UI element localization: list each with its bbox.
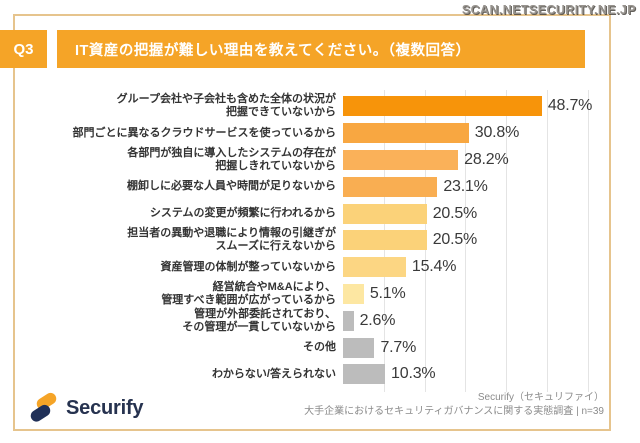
category-label: わからない/答えられない	[211, 367, 336, 380]
chart-row: 経営統合やM&Aにより、 管理すべき範囲が広がっているから 5.1%	[15, 281, 609, 308]
chart-row: 管理が外部委託されており、 その管理が一貫していないから 2.6%	[15, 307, 609, 334]
chart-row: グループ会社や子会社も含めた全体の状況が 把握できていないから 48.7%	[15, 93, 609, 120]
chart-row: わからない/答えられない 10.3%	[15, 361, 609, 388]
bar	[343, 310, 354, 331]
category-label: システムの変更が頻繁に行われるから	[149, 207, 336, 220]
source-note: Securify（セキュリファイ） 大手企業におけるセキュリティガバナンスに関す…	[304, 391, 604, 419]
chart-row: システムの変更が頻繁に行われるから 20.5%	[15, 200, 609, 227]
bar-track: 30.8%	[343, 120, 609, 147]
chart-title: IT資産の把握が難しい理由を教えてください。（複数回答）	[57, 30, 585, 68]
category-label: 各部門が独自に導入したシステムの存在が 把握しきれていないから	[127, 146, 336, 172]
bar-track: 20.5%	[343, 227, 609, 254]
brand-name: Securify	[66, 396, 144, 419]
source-line-1: Securify（セキュリファイ）	[477, 392, 604, 403]
bar-track: 23.1%	[343, 173, 609, 200]
category-label: 資産管理の体制が整っていないから	[160, 260, 336, 273]
bar-value: 23.1%	[443, 177, 488, 195]
category-label: その他	[303, 341, 336, 354]
bar-track: 2.6%	[343, 307, 609, 334]
bar-track: 10.3%	[343, 361, 609, 388]
bar-value: 20.5%	[432, 204, 478, 222]
chart-row: 担当者の異動や退職により情報の引継ぎが スムーズに行えないから 20.5%	[15, 227, 609, 254]
bar	[343, 257, 406, 278]
bar-chart: グループ会社や子会社も含めた全体の状況が 把握できていないから 48.7% 部門ごと…	[15, 93, 609, 388]
footer-brand: Securify	[28, 392, 144, 424]
bar-value: 2.6%	[359, 311, 396, 329]
bar-track: 15.4%	[343, 254, 609, 281]
bar-value: 30.8%	[474, 124, 520, 142]
content-frame	[13, 14, 611, 431]
chart-row: 各部門が独自に導入したシステムの存在が 把握しきれていないから 28.2%	[15, 147, 609, 174]
bar	[343, 230, 427, 251]
chart-row: その他 7.7%	[15, 334, 609, 361]
gridline	[506, 90, 508, 392]
bar-track: 7.7%	[343, 334, 609, 361]
gridline	[465, 90, 467, 392]
question-number-badge: Q3	[0, 30, 47, 68]
bar	[343, 176, 438, 197]
bar-track: 48.7%	[343, 93, 609, 120]
category-label: 管理が外部委託されており、 その管理が一貫していないから	[182, 307, 336, 333]
bar-value: 5.1%	[369, 284, 406, 302]
category-label: グループ会社や子会社も含めた全体の状況が 把握できていないから	[116, 93, 336, 119]
bar-value: 10.3%	[391, 365, 436, 383]
bar-value: 7.7%	[380, 338, 417, 356]
source-line-2: 大手企業におけるセキュリティガバナンスに関する実態調査 | n=39	[304, 406, 604, 417]
bar	[343, 283, 364, 304]
chart-row: 資産管理の体制が整っていないから 15.4%	[15, 254, 609, 281]
category-label: 棚卸しに必要な人員や時間が足りないから	[127, 180, 336, 193]
bar	[343, 96, 542, 117]
bar-track: 20.5%	[343, 200, 609, 227]
bar-track: 5.1%	[343, 281, 609, 308]
chart-row: 棚卸しに必要な人員や時間が足りないから 23.1%	[15, 173, 609, 200]
bar-value: 20.5%	[432, 231, 478, 249]
bar	[343, 337, 375, 358]
bar	[343, 123, 469, 144]
category-label: 経営統合やM&Aにより、 管理すべき範囲が広がっているから	[161, 280, 336, 306]
bar-value: 48.7%	[547, 97, 593, 115]
category-label: 部門ごとに異なるクラウドサービスを使っているから	[72, 126, 336, 139]
bar-value: 15.4%	[411, 258, 457, 276]
securify-logo-icon	[30, 392, 57, 422]
gridline	[587, 90, 589, 392]
bar-track: 28.2%	[343, 147, 609, 174]
bar	[343, 149, 459, 170]
bar	[343, 364, 386, 385]
watermark: SCAN.NETSECURITY.NE.JP	[461, 3, 636, 17]
category-label: 担当者の異動や退職により情報の引継ぎが スムーズに行えないから	[127, 227, 336, 253]
bar	[343, 203, 427, 224]
gridline	[547, 90, 549, 392]
chart-row: 部門ごとに異なるクラウドサービスを使っているから 30.8%	[15, 120, 609, 147]
bar-value: 28.2%	[464, 150, 509, 168]
